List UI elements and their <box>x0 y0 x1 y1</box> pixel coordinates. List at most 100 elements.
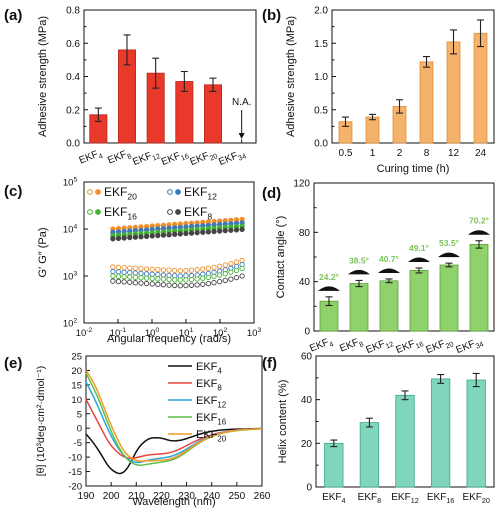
data-point <box>239 273 245 279</box>
y-axis-title: [θ] (10³deg·cm²·dmol⁻¹) <box>35 366 47 477</box>
data-point <box>200 266 206 272</box>
data-point <box>172 231 178 237</box>
label-base: EKF <box>358 492 377 503</box>
data-point <box>233 274 240 281</box>
label-subscript: 12 <box>384 339 395 350</box>
x-tick-label: 240 <box>203 491 220 502</box>
x-tick-label: EKF20 <box>462 492 489 505</box>
label-base: EKF <box>455 339 477 356</box>
data-point <box>194 282 200 288</box>
plot-frame <box>313 182 495 332</box>
data-point <box>211 279 217 286</box>
data-point <box>138 275 144 281</box>
data-point <box>216 263 223 269</box>
data-point <box>149 281 155 287</box>
data-point <box>149 275 155 282</box>
data-point <box>149 233 155 239</box>
label-base: EKF <box>196 361 218 373</box>
data-point <box>155 276 161 282</box>
power-base: 10 <box>179 328 190 339</box>
data-point <box>127 279 133 285</box>
x-tick-label: 24 <box>475 148 487 159</box>
x-tick-label: EKF4 <box>78 148 105 169</box>
x-tick-label: 8 <box>424 148 430 159</box>
data-point <box>138 280 144 286</box>
data-point <box>200 229 206 235</box>
data-point <box>115 273 122 280</box>
x-tick-label: 230 <box>178 491 195 502</box>
bar <box>409 270 429 332</box>
x-tick-label: EKF8 <box>338 336 365 357</box>
data-point <box>211 228 217 235</box>
data-point <box>121 274 127 280</box>
label-base: EKF <box>217 151 239 168</box>
y-tick-label: 20 <box>301 439 313 450</box>
x-tick-label: 220 <box>153 491 170 502</box>
data-point <box>177 267 183 274</box>
x-tick-label: 260 <box>254 491 271 502</box>
data-point <box>115 278 122 285</box>
legend-label: EKF12 <box>184 185 217 202</box>
y-axis-title: Adhesive strength (MPa) <box>285 16 297 137</box>
data-point <box>239 265 245 272</box>
y-tick-label: -10 <box>68 453 82 464</box>
data-point <box>172 282 178 289</box>
data-point <box>132 274 139 281</box>
legend-label: EKF4 <box>196 361 222 375</box>
label-subscript: 20 <box>482 496 490 505</box>
legend-label: EKF20 <box>104 185 137 202</box>
data-point <box>166 267 172 273</box>
y-tick-label: 1.0 <box>314 72 328 83</box>
power-exponent: -2 <box>86 327 92 334</box>
y-tick-label: 80 <box>299 228 311 239</box>
y-tick-label: -5 <box>74 438 82 449</box>
y-tick-label: 25 <box>71 352 82 363</box>
label-base: EKF <box>338 337 360 354</box>
data-point <box>228 269 234 275</box>
label-base: EKF <box>160 151 182 168</box>
data-point <box>155 281 161 287</box>
power-exponent: 3 <box>257 327 261 334</box>
bar-data-label: 24.2° <box>319 272 340 282</box>
bar-data-label: 70.2° <box>469 216 490 226</box>
data-point <box>211 273 217 279</box>
legend-open-marker <box>167 189 173 195</box>
data-point <box>183 267 189 274</box>
x-tick-label: 103 <box>247 327 262 339</box>
data-point <box>205 274 212 281</box>
data-point <box>143 280 150 287</box>
data-point <box>233 227 240 233</box>
label-base: EKF <box>131 151 153 168</box>
label-subscript: 20 <box>127 192 137 202</box>
x-tick-label: EKF8 <box>358 492 381 505</box>
data-point <box>110 273 116 279</box>
bar <box>419 61 434 144</box>
panel-label: (a) <box>4 7 22 24</box>
data-point <box>138 234 144 240</box>
data-point <box>115 235 122 242</box>
data-point <box>194 276 200 282</box>
data-point <box>183 282 189 289</box>
power-exponent: 2 <box>223 327 227 334</box>
power-exponent: 3 <box>73 271 77 278</box>
data-point <box>115 264 122 271</box>
data-point <box>205 265 212 271</box>
data-point <box>172 277 178 283</box>
x-tick-label: EKF12 <box>391 492 418 505</box>
y-tick-label: 15 <box>71 380 82 391</box>
bar-data-label: 49.1° <box>409 243 430 253</box>
data-point <box>200 275 206 281</box>
panel-label: (f) <box>262 355 277 372</box>
y-tick-label: 105 <box>63 177 78 189</box>
data-point <box>132 234 139 240</box>
y-tick-label: 0.2 <box>66 105 80 116</box>
data-point <box>149 266 155 272</box>
x-tick-label: 250 <box>229 491 246 502</box>
legend-filled-marker <box>95 209 101 215</box>
series-line <box>85 427 263 475</box>
label-subscript: 20 <box>444 339 455 350</box>
label-subscript: 8 <box>217 383 222 392</box>
data-point <box>222 271 228 277</box>
data-point <box>138 270 144 277</box>
